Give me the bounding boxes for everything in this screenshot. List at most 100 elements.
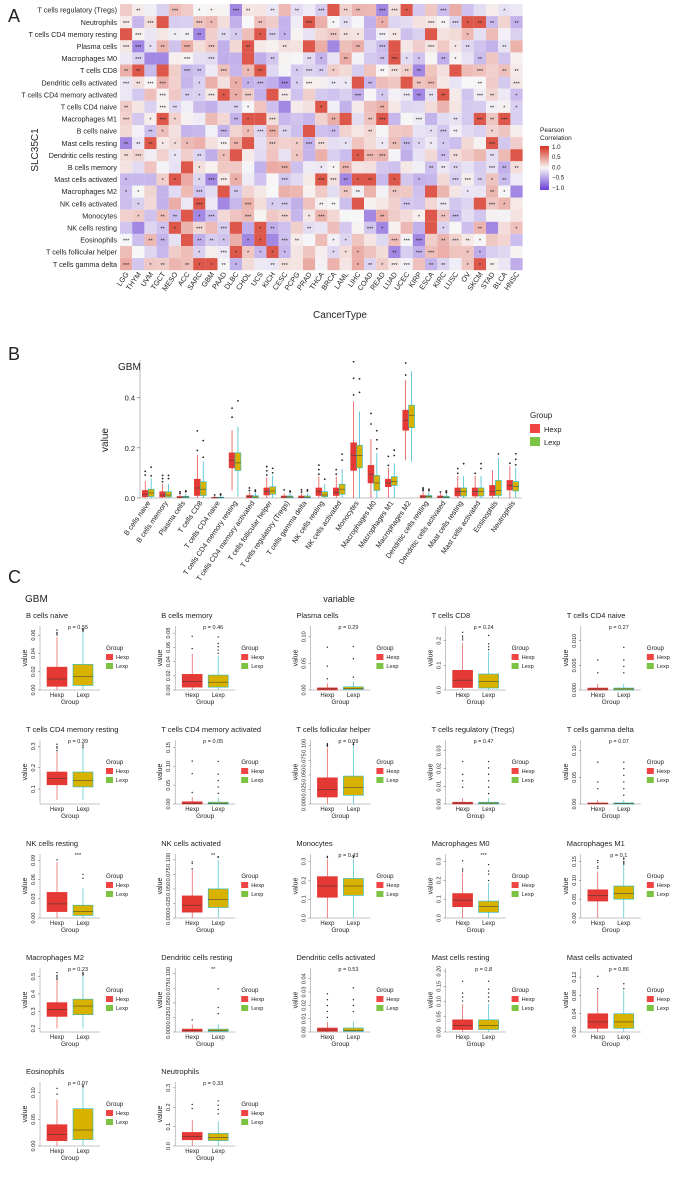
boxplot-outlier bbox=[219, 493, 222, 495]
heatmap-cell bbox=[290, 28, 303, 41]
heatmap-cell bbox=[510, 258, 523, 271]
heatmap-cell bbox=[229, 28, 242, 41]
facet-xlabel: Group bbox=[602, 699, 620, 706]
heatmap-cell bbox=[181, 4, 194, 17]
facet-y-tick-label: 0.01 bbox=[437, 781, 443, 792]
facet-y-tick-label: 0.15 bbox=[166, 742, 172, 753]
facet-pvalue: p = 0.47 bbox=[474, 739, 494, 745]
facet-outlier bbox=[191, 635, 193, 638]
facet-y-tick-label: 0.05 bbox=[166, 780, 172, 791]
facet-y-tick-label: 0.4 bbox=[31, 990, 37, 998]
heatmap-cell bbox=[437, 233, 450, 246]
heatmap-cell bbox=[449, 4, 462, 17]
facet-outlier bbox=[461, 992, 464, 994]
heatmap-cell bbox=[486, 149, 499, 162]
boxplot-outlier bbox=[323, 478, 326, 481]
boxplot-outlier bbox=[404, 374, 407, 376]
heatmap-cell bbox=[315, 137, 328, 150]
heatmap-significance: * bbox=[235, 81, 238, 87]
facet-outlier bbox=[487, 1000, 490, 1002]
heatmap-significance: *** bbox=[281, 81, 288, 87]
facet-x-tick-label: Lexp bbox=[76, 693, 90, 699]
facet-outlier bbox=[623, 858, 625, 860]
heatmap-significance: *** bbox=[281, 214, 288, 220]
heatmap-significance: *** bbox=[269, 118, 276, 124]
facet-outlier bbox=[623, 768, 625, 770]
boxplot-box-lexp bbox=[356, 445, 363, 469]
boxplot-outlier bbox=[306, 488, 309, 491]
facet-legend-label: Lexp bbox=[522, 1006, 534, 1012]
heatmap-cell bbox=[364, 40, 377, 53]
heatmap-cell bbox=[376, 209, 389, 222]
heatmap-cell bbox=[351, 112, 364, 125]
boxplot-box-hexp bbox=[141, 490, 149, 498]
heatmap-cell bbox=[254, 40, 267, 53]
facet-legend-label: Lexp bbox=[251, 778, 263, 784]
heatmap-cell bbox=[473, 88, 486, 101]
facet-y-tick-label: 0.00 bbox=[166, 799, 172, 810]
heatmap-cell bbox=[376, 125, 389, 138]
heatmap-significance: ** bbox=[478, 21, 483, 27]
heatmap-significance: ** bbox=[502, 45, 507, 51]
facet-xlabel: Group bbox=[467, 699, 485, 706]
facet-x-tick-label: Lexp bbox=[212, 693, 226, 699]
heatmap-significance: *** bbox=[391, 57, 398, 63]
facet-x-tick-label: Hexp bbox=[320, 807, 335, 813]
heatmap-significance: *** bbox=[269, 142, 276, 148]
heatmap-cell bbox=[181, 161, 194, 174]
facet-box-hexp bbox=[317, 876, 338, 898]
boxplot-outlier bbox=[422, 487, 424, 489]
heatmap-significance: *** bbox=[318, 178, 325, 184]
heatmap-cell bbox=[510, 52, 523, 65]
heatmap-cell bbox=[351, 209, 364, 222]
heatmap-significance: ** bbox=[283, 130, 288, 136]
heatmap-cell bbox=[144, 137, 157, 150]
heatmap-significance: ** bbox=[356, 190, 361, 196]
facet-legend-label: Hexp bbox=[657, 997, 670, 1003]
heatmap-significance: ** bbox=[380, 214, 385, 220]
facet-outlier bbox=[487, 873, 490, 875]
facet-legend-title: Group bbox=[241, 1101, 259, 1108]
facet-box-hexp bbox=[317, 1027, 338, 1032]
boxplot-outlier bbox=[387, 455, 390, 458]
facet-outlier bbox=[623, 983, 625, 985]
facet-legend-swatch bbox=[646, 882, 654, 888]
heatmap-cell bbox=[290, 112, 303, 125]
heatmap-cell bbox=[510, 28, 523, 41]
heatmap-cell bbox=[400, 197, 413, 210]
heatmap-cell bbox=[217, 4, 230, 17]
heatmap-cell bbox=[400, 88, 413, 101]
facet-panel: B cells memory0.000.020.040.060.08valuep… bbox=[157, 611, 264, 706]
facet-outlier bbox=[487, 643, 490, 645]
heatmap-cell bbox=[193, 76, 206, 89]
facet-outlier bbox=[191, 791, 193, 794]
heatmap-cell bbox=[120, 173, 133, 186]
heatmap-cell bbox=[303, 28, 316, 41]
heatmap-cell bbox=[327, 161, 340, 174]
heatmap-significance: ** bbox=[478, 57, 483, 63]
heatmap-cell bbox=[400, 28, 413, 41]
boxplot-y-tick-label: 0.2 bbox=[125, 444, 135, 453]
heatmap-cell bbox=[400, 52, 413, 65]
heatmap-cell bbox=[425, 125, 438, 138]
facet-y-tick-label: 0.005 bbox=[572, 658, 578, 672]
heatmap-cell bbox=[229, 258, 242, 271]
heatmap-cell bbox=[181, 173, 194, 186]
heatmap-cell bbox=[181, 125, 194, 138]
boxplot-outlier bbox=[283, 488, 286, 491]
heatmap-cell bbox=[473, 64, 486, 77]
heatmap-cell bbox=[339, 64, 352, 77]
heatmap-significance: * bbox=[186, 142, 189, 148]
facet-outlier bbox=[352, 676, 355, 678]
heatmap-cell bbox=[388, 149, 401, 162]
facet-y-tick-label: 0.0 bbox=[437, 686, 443, 694]
heatmap-cell bbox=[412, 246, 425, 259]
heatmap-cell bbox=[278, 149, 291, 162]
heatmap-cell bbox=[412, 64, 425, 77]
heatmap-cell bbox=[364, 100, 377, 113]
facet-y-tick-label: 0.2 bbox=[31, 1025, 37, 1033]
heatmap-cell bbox=[120, 185, 133, 198]
heatmap-cell bbox=[412, 197, 425, 210]
